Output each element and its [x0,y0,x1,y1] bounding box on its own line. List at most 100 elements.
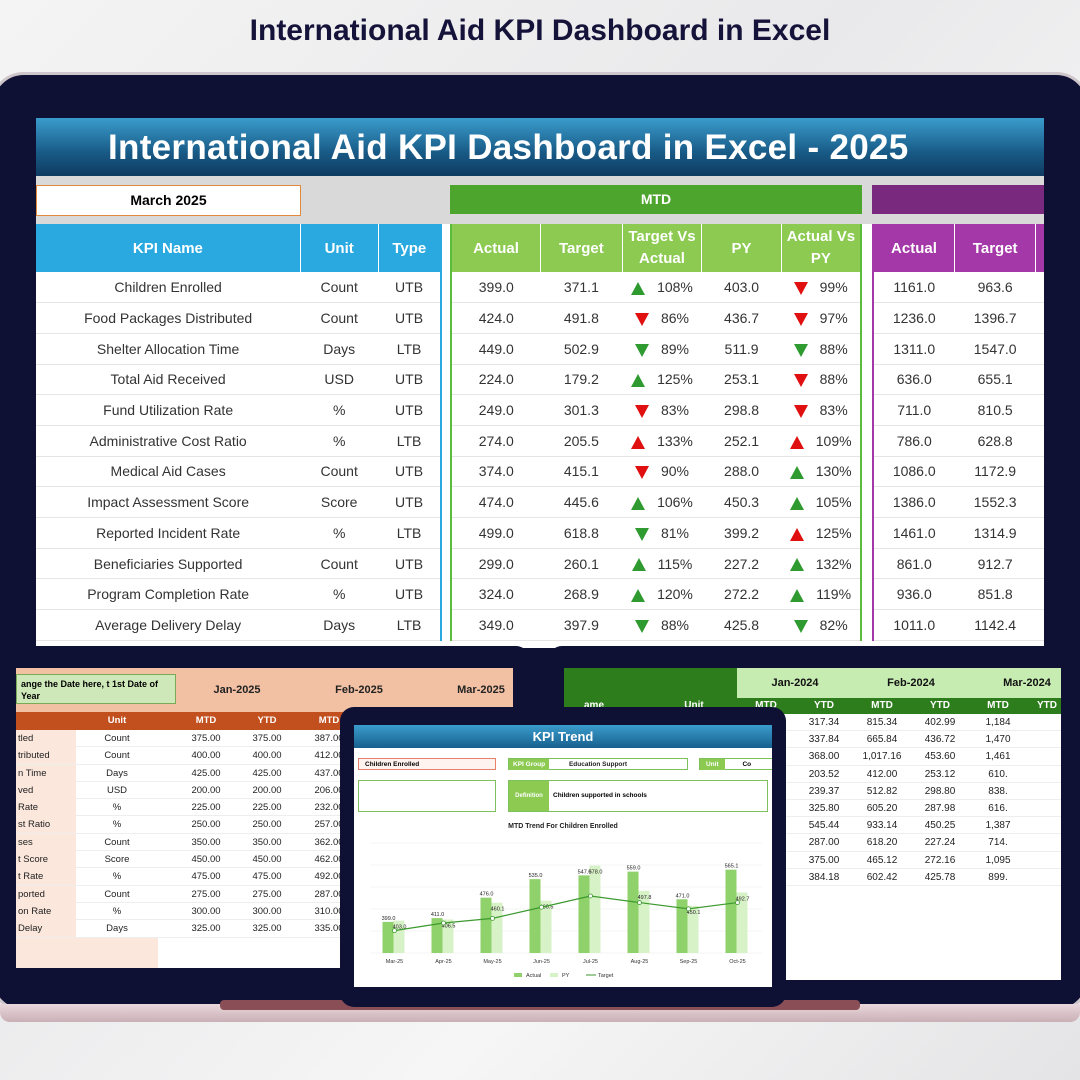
actual-data-label: 535.0 [529,873,543,879]
table-cell: Days [106,923,128,935]
kpi-name-cell: Medical Aid Cases [36,456,301,488]
table-cell: 257.00 [314,819,344,831]
kpi-table: KPI Name Unit Type Children Enrolled Coun… [36,224,442,641]
type-cell: UTB [378,548,441,580]
table-cell: 412.00 [866,768,898,780]
table-cell: 453.60 [924,751,956,763]
py-data-label: 403.0 [393,925,407,931]
table-cell: 815.34 [866,717,898,728]
target-point [588,893,593,899]
table-cell: 298.80 [924,785,956,797]
mtd-py-cell: 252.1 [701,425,782,457]
kpi-select-dropdown[interactable]: Children Enrolled [358,758,496,770]
col-mtd-actual: Actual [451,224,542,272]
table-cell: 665.84 [866,734,898,746]
tva-cell: 106% [622,486,702,518]
table-cell: tributed [16,747,76,765]
mtd-row: 374.0 415.1 90% 288.0 130% [451,456,861,488]
avp-cell: 99% [781,272,861,304]
mtd-target-cell: 415.1 [540,456,623,488]
table-cell: 838. [988,785,1008,797]
table-cell: 387.00 [314,733,344,744]
mtd-actual-cell: 349.0 [451,609,541,641]
month-header: Jan-2024 [771,677,819,689]
py-bar [491,902,503,953]
target-point [735,900,740,905]
mtd-actual-cell: 449.0 [451,333,541,365]
table-cell: 335.00 [314,923,344,935]
table-cell: Count [104,750,130,762]
table-cell: 350.00 [252,836,282,848]
table-cell: Count [104,836,130,848]
actual-data-label: 471.0 [676,893,690,899]
table-cell: 337.84 [808,734,840,746]
down-arrow-icon [793,312,808,326]
actual-bar [431,918,443,953]
table-cell: st Ratio [16,816,76,834]
ytd-row: 1461.0 1314.9 [873,517,1044,549]
mtd-section-header: MTD [450,185,862,214]
up-arrow-icon [789,466,804,480]
avp-cell: 109% [781,425,861,457]
table-cell: 225.00 [252,802,282,814]
table-cell: 287.00 [808,837,840,849]
table-cell: Count [104,733,130,744]
up-arrow-icon [789,527,804,541]
mtd-row: 249.0 301.3 83% 298.8 83% [451,394,861,426]
type-cell: LTB [378,609,441,641]
mtd-py-cell: 288.0 [701,456,782,488]
ytd-row: 1386.0 1552.3 [873,486,1044,518]
tva-cell: 86% [622,302,702,334]
kpi-row: Administrative Cost Ratio% LTB [36,425,441,457]
x-tick-label: Sep-25 [680,959,698,965]
ytd-actual-cell: 786.0 [873,425,955,457]
ytd-actual-cell: 711.0 [873,394,955,426]
mtd-target-cell: 268.9 [540,578,623,611]
target-point [686,906,691,912]
up-arrow-icon [789,435,804,449]
table-cell: 1,470 [985,734,1011,746]
actual-data-label: 476.0 [480,892,494,898]
table-cell: 375.00 [191,733,221,744]
trend-chart-title: MTD Trend For Children Enrolled [508,823,618,830]
ytd-actual-cell: 1161.0 [873,272,955,304]
unit-cell: Count [300,302,379,334]
table-cell: 512.82 [866,785,898,797]
kpi-name-cell: Reported Incident Rate [36,517,301,549]
kpi-row: Food Packages Distributed Count UTB [36,302,441,334]
py-data-label: 497.8 [638,895,652,901]
table-cell: 272.16 [924,854,956,866]
mtd-target-cell: 502.9 [540,333,623,365]
mtd-actual-cell: 274.0 [451,425,541,457]
ytd-target-cell: 628.8 [954,425,1036,457]
target-point [637,900,642,905]
table-cell: Days [106,767,128,779]
legend-label: Actual [526,973,541,979]
down-arrow-icon [634,312,649,326]
table-cell: 287.98 [924,802,956,814]
mtd-row: 499.0 618.8 81% 399.2 125% [451,517,861,549]
mtd-actual-cell: 399.0 [451,272,541,304]
avp-cell: 125% [781,517,861,549]
tva-cell: 83% [622,394,702,426]
table-cell: 545.44 [808,820,840,832]
kpi-group-box: KPI Group Education Support [508,758,688,770]
ytd-actual-cell: 861.0 [873,548,955,580]
table-cell: 714. [988,837,1008,849]
col-ytd-actual: Actual [873,224,955,272]
mtd-row: 349.0 397.9 88% 425.8 82% [451,609,861,641]
tva-cell: 90% [622,456,702,488]
month-selector[interactable]: March 2025 [36,185,301,216]
ytd-actual-cell: 936.0 [873,578,955,611]
definition-box: Definition Children supported in schools [508,780,768,812]
table-cell: 899. [988,871,1008,883]
tva-cell: 133% [622,425,702,457]
ytd-actual-cell: 636.0 [873,364,955,396]
actual-data-label: 399.0 [382,916,396,922]
table-cell: 1,461 [985,751,1011,763]
table-cell: 462.00 [314,854,344,866]
table-cell: % [112,905,122,917]
mtd-row: 224.0 179.2 125% 253.1 88% [451,364,861,396]
type-cell: UTB [378,578,441,611]
mtd-target-cell: 397.9 [540,609,623,641]
